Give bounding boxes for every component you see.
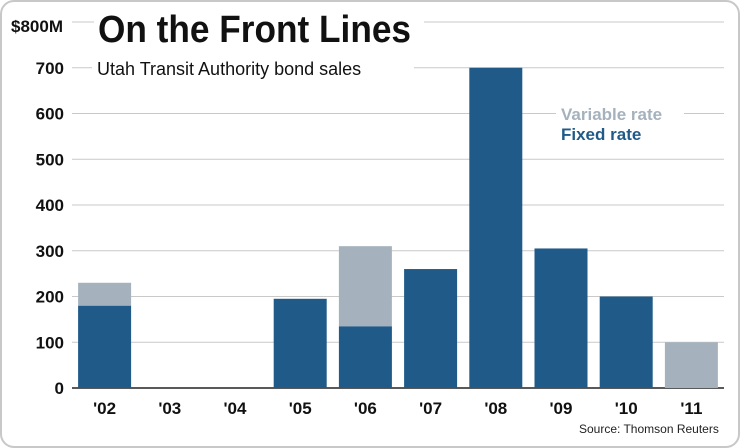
bar-variable-rate [338,246,392,327]
y-tick-label: 0 [55,379,64,398]
bar-variable-rate [78,282,132,306]
bar-fixed-rate [534,248,588,388]
y-tick-label: 600 [36,105,64,124]
x-tick-label: '09 [550,399,573,418]
x-tick-label: '07 [419,399,442,418]
x-tick-label: '11 [680,399,702,418]
x-tick-labels: '02 '03 '04 '05 '06 '07 '08 '09 '10 '11 [93,399,702,418]
title-background [94,6,424,48]
y-tick-labels: 0 100 200 300 400 500 600 700 [36,59,64,398]
bar-fixed-rate [78,305,132,388]
bars [78,67,718,388]
legend-variable-rate: Variable rate [561,105,662,124]
x-tick-label: '06 [354,399,377,418]
bar-fixed-rate [338,326,392,388]
bar-fixed-rate [273,298,327,388]
bar-fixed-rate [599,296,653,388]
x-tick-label: '10 [615,399,638,418]
source-note: Source: Thomson Reuters [579,422,719,436]
legend-fixed-rate: Fixed rate [561,125,641,144]
y-tick-label: 700 [36,59,64,78]
x-tick-label: '05 [289,399,312,418]
y-tick-label: 400 [36,196,64,215]
x-tick-label: '03 [158,399,181,418]
chart-subtitle: Utah Transit Authority bond sales [97,59,361,79]
legend-background [556,100,684,146]
legend: Variable rate Fixed rate [556,100,684,146]
chart-title: On the Front Lines [98,9,411,51]
y-tick-label: 500 [36,150,64,169]
x-tick-label: '02 [93,399,116,418]
y-tick-label: 100 [36,333,64,352]
bar-fixed-rate [469,67,523,388]
x-tick-label: '04 [224,399,247,418]
y-unit-label: $800M [11,17,63,36]
x-tick-label: '08 [484,399,507,418]
bar-variable-rate [664,342,718,388]
y-tick-label: 200 [36,288,64,307]
y-tick-label: 300 [36,242,64,261]
subtitle-background [92,57,414,83]
bar-fixed-rate [404,269,458,388]
